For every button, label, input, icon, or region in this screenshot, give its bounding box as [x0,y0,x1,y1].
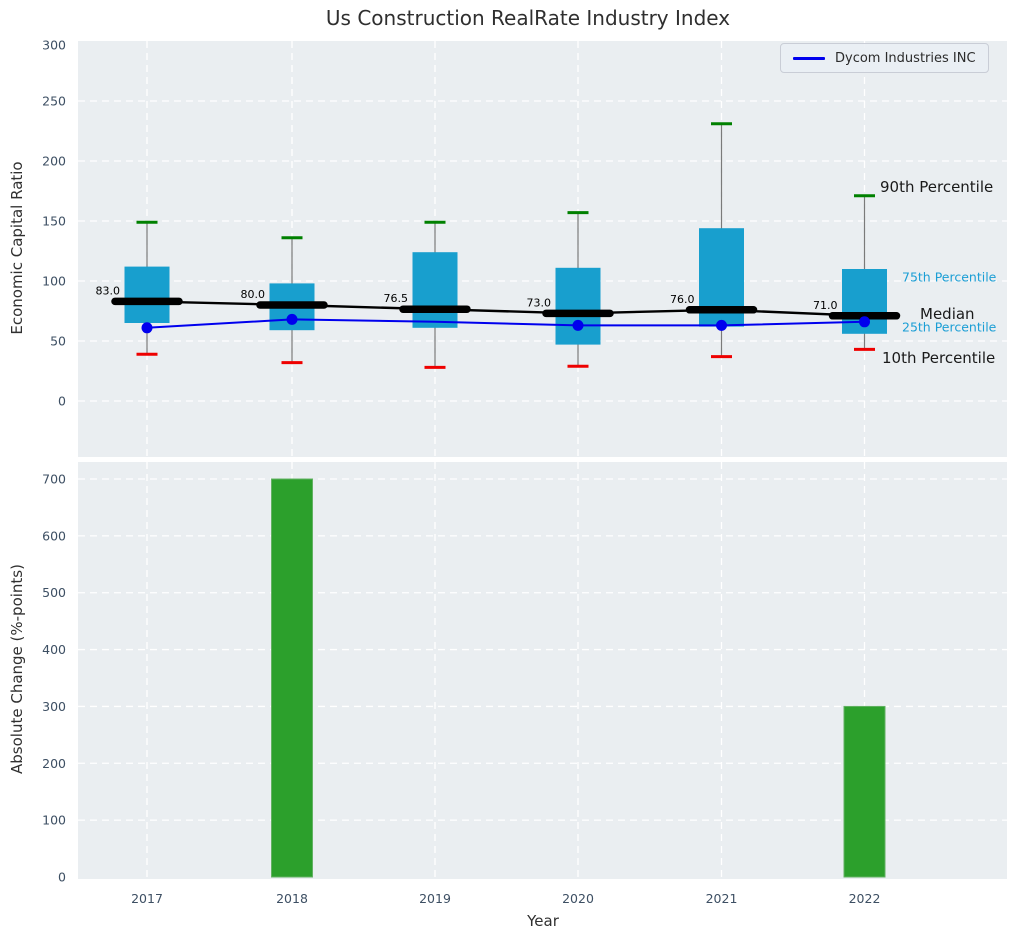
percentile-annotations: 90th Percentile 75th Percentile Median25th… [880,178,997,367]
company-marker [141,322,153,334]
annotation-label: Median [920,305,975,323]
y-tick-label: 600 [42,528,66,543]
bottom-y-tick-labels: 0 100 200 300 400 500 600 700 [42,472,66,885]
x-tick-label: 2022 [849,891,881,906]
x-tick-label: 2018 [276,891,308,906]
boxplot-2017 [124,220,170,356]
y-tick-label: 300 [42,699,66,714]
boxplot-2019 [412,220,458,369]
iqr-box [412,252,458,328]
top-plot-area [78,41,1007,457]
y-tick-label: 100 [42,274,66,289]
annotation-label: 75th Percentile [902,269,997,284]
y-tick-label: 200 [42,756,66,771]
y-tick-label: 150 [42,214,66,229]
x-tick-label: 2020 [562,891,594,906]
y-tick-label: 0 [58,870,66,885]
median-series: 83.0 80.0 76.5 73.0 76.0 71.0 [96,284,901,320]
company-marker [859,316,870,328]
bar-2022 [843,705,886,878]
top-y-axis-label: Economic Capital Ratio [8,161,26,335]
annotation-label: 25th Percentile [902,319,997,334]
median-value-label: 83.0 [96,284,121,297]
annotation-label: 10th Percentile [882,349,995,367]
y-tick-label: 300 [42,38,66,53]
y-tick-label: 100 [42,813,66,828]
boxplot-2020 [555,211,601,368]
median-value-label: 71.0 [813,299,838,312]
legend-line-swatch [793,56,825,60]
annotation-label: 90th Percentile [880,178,993,196]
legend: Dycom Industries INC [780,43,989,73]
y-tick-label: 400 [42,642,66,657]
company-marker [286,313,298,325]
median-value-label: 73.0 [527,296,552,309]
y-tick-label: 500 [42,585,66,600]
company-marker [716,319,727,331]
x-axis-label: Year [527,912,559,930]
x-tick-label: 2019 [419,891,451,906]
x-tick-label: 2021 [706,891,738,906]
iqr-box [124,266,170,323]
x-tick-labels: 2017 2018 2019 2020 2021 2022 [131,891,880,906]
bottom-y-axis-label: Absolute Change (%-points) [8,564,26,774]
iqr-box [555,267,601,345]
y-tick-label: 50 [50,334,66,349]
chart-title: Us Construction RealRate Industry Index [325,6,731,30]
bars [271,478,886,878]
company-line [146,318,865,329]
legend-label: Dycom Industries INC [835,50,976,66]
y-tick-label: 0 [58,394,66,409]
bar-2018 [271,478,313,878]
top-y-tick-labels: 0 50 100 150 200 250 300 [42,38,66,409]
y-tick-label: 200 [42,154,66,169]
y-tick-label: 700 [42,472,66,487]
median-value-label: 76.0 [670,293,695,306]
x-tick-label: 2017 [131,891,163,906]
median-value-label: 76.5 [384,292,409,305]
y-tick-label: 250 [42,94,66,109]
company-marker [572,319,584,331]
median-value-label: 80.0 [241,288,266,301]
company-series [141,313,870,334]
